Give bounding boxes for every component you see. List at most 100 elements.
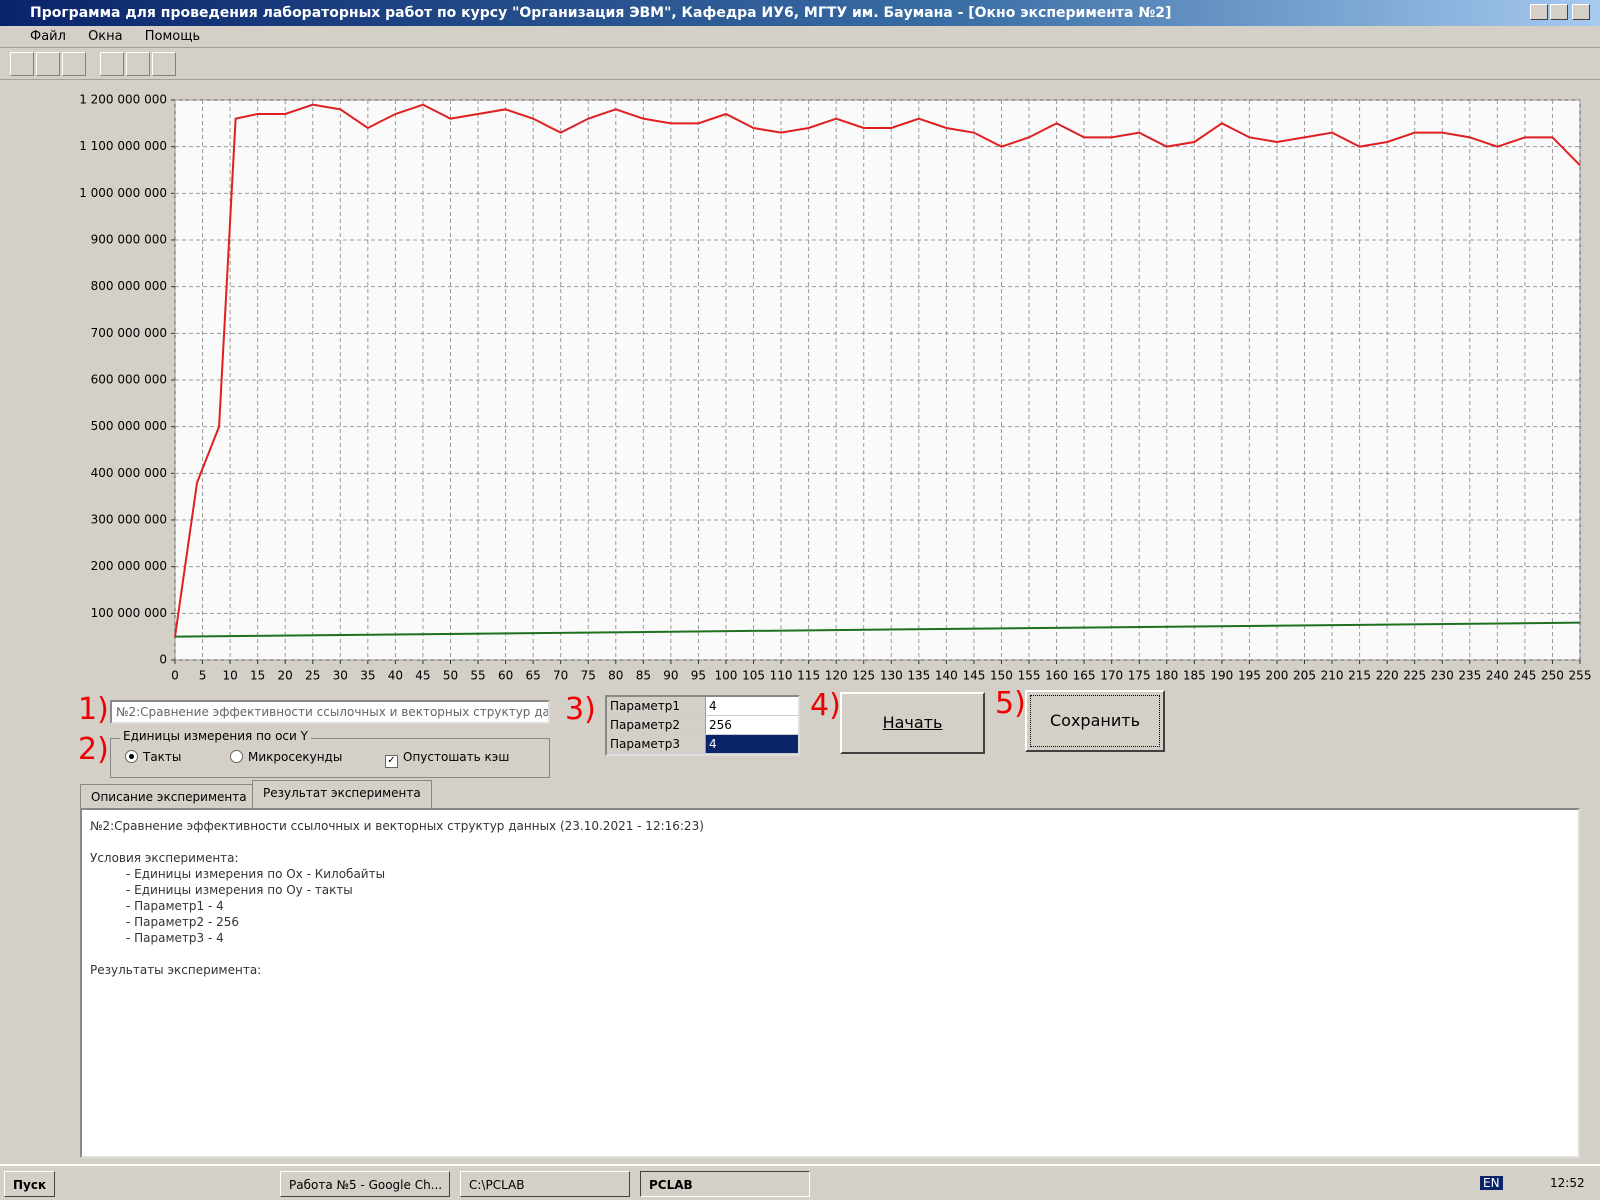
y-tick-label: 0 (159, 653, 167, 667)
window-title: Программа для проведения лабораторных ра… (30, 5, 1172, 21)
x-tick-label: 225 (1403, 669, 1426, 683)
x-tick-label: 70 (553, 669, 568, 683)
tile-h-button[interactable] (126, 52, 150, 76)
x-tick-label: 230 (1431, 669, 1454, 683)
checkbox-label: Опустошать кэш (403, 750, 510, 764)
save-button[interactable]: Сохранить (1025, 690, 1165, 752)
x-tick-label: 50 (443, 669, 458, 683)
y-tick-label: 400 000 000 (91, 466, 167, 480)
param-name: Параметр3 (607, 735, 706, 753)
x-tick-label: 195 (1238, 669, 1261, 683)
y-tick-label: 600 000 000 (91, 373, 167, 387)
cascade-button[interactable] (100, 52, 124, 76)
x-tick-label: 245 (1513, 669, 1536, 683)
title-bar: Программа для проведения лабораторных ра… (0, 0, 1600, 26)
x-tick-label: 240 (1486, 669, 1509, 683)
task-button-active[interactable]: PCLAB (640, 1171, 810, 1197)
x-tick-label: 80 (608, 669, 623, 683)
param-value[interactable]: 4 (706, 735, 798, 753)
x-tick-label: 135 (907, 669, 930, 683)
x-tick-label: 35 (360, 669, 375, 683)
save-icon-button[interactable] (62, 52, 86, 76)
experiment-combo[interactable]: №2:Сравнение эффективности ссылочных и в… (110, 700, 550, 724)
group-label: Единицы измерения по оси Y (120, 729, 311, 743)
y-tick-label: 300 000 000 (91, 513, 167, 527)
start-button[interactable]: Начать (840, 692, 985, 754)
units-group (110, 738, 550, 778)
x-tick-label: 25 (305, 669, 320, 683)
x-tick-label: 150 (990, 669, 1013, 683)
tab-active[interactable]: Результат эксперимента (252, 780, 432, 808)
task-button[interactable]: C:\PCLAB (460, 1171, 630, 1197)
clock: 12:52 (1550, 1176, 1585, 1190)
x-tick-label: 45 (415, 669, 430, 683)
param-row: Параметр3 4 (607, 735, 798, 754)
x-tick-label: 85 (636, 669, 651, 683)
x-tick-label: 55 (470, 669, 485, 683)
x-tick-label: 20 (278, 669, 293, 683)
x-tick-label: 160 (1045, 669, 1068, 683)
x-tick-label: 250 (1541, 669, 1564, 683)
y-tick-label: 800 000 000 (91, 279, 167, 293)
x-tick-label: 215 (1348, 669, 1371, 683)
x-tick-label: 130 (880, 669, 903, 683)
x-tick-label: 105 (742, 669, 765, 683)
start-menu[interactable]: Пуск (4, 1171, 56, 1197)
close-button[interactable] (1572, 4, 1590, 20)
menu-item[interactable]: Помощь (144, 29, 201, 44)
tile-v-button[interactable] (152, 52, 176, 76)
taskbar: Пуск Работа №5 - Google Ch... C:\PCLAB P… (0, 1164, 1600, 1200)
y-tick-label: 200 000 000 (91, 559, 167, 573)
x-tick-label: 10 (222, 669, 237, 683)
x-tick-label: 185 (1183, 669, 1206, 683)
task-button[interactable]: Работа №5 - Google Ch... (280, 1171, 450, 1197)
x-tick-label: 155 (1018, 669, 1041, 683)
open-button[interactable] (36, 52, 60, 76)
maximize-button[interactable] (1550, 4, 1568, 20)
menu-bar: Файл Окна Помощь (0, 26, 1600, 48)
text-line: №2:Сравнение эффективности ссылочных и в… (90, 819, 704, 833)
annotation: 1) (78, 692, 109, 727)
text-line: Результаты эксперимента: (90, 963, 262, 977)
minimize-button[interactable] (1530, 4, 1548, 20)
y-tick-label: 1 100 000 000 (79, 139, 167, 153)
x-tick-label: 115 (797, 669, 820, 683)
param-value[interactable]: 256 (709, 718, 732, 732)
menu-item[interactable]: Окна (88, 29, 123, 44)
text-line: - Параметр3 - 4 (126, 931, 224, 945)
checkbox-flush[interactable]: ✓ Опустошать кэш (385, 750, 509, 768)
x-tick-label: 200 (1266, 669, 1289, 683)
annotation: 4) (810, 688, 841, 723)
checkbox: ✓ (385, 755, 398, 768)
radio-ticks[interactable]: Такты (125, 750, 181, 764)
y-tick-label: 1 000 000 000 (79, 186, 167, 200)
param-name: Параметр1 (607, 697, 706, 715)
x-tick-label: 210 (1321, 669, 1344, 683)
x-tick-label: 90 (663, 669, 678, 683)
x-tick-label: 120 (825, 669, 848, 683)
menu-item[interactable]: Файл (30, 29, 66, 44)
x-tick-label: 255 (1569, 669, 1592, 683)
series-line (174, 103, 1581, 637)
x-tick-label: 170 (1100, 669, 1123, 683)
param-value[interactable]: 4 (709, 699, 717, 713)
x-tick-label: 65 (525, 669, 540, 683)
annotation: 5) (995, 686, 1026, 721)
param-row: Параметр1 4 (607, 697, 798, 716)
y-tick-label: 700 000 000 (91, 326, 167, 340)
radio (230, 750, 243, 763)
radio-us[interactable]: Микросекунды (230, 750, 342, 764)
tab[interactable]: Описание эксперимента (80, 784, 258, 808)
x-tick-label: 180 (1155, 669, 1178, 683)
x-tick-label: 0 (171, 669, 179, 683)
y-tick-label: 900 000 000 (91, 233, 167, 247)
x-tick-label: 125 (852, 669, 875, 683)
y-tick-label: 500 000 000 (91, 419, 167, 433)
text-line: Условия эксперимента: (90, 851, 239, 865)
text-line: - Параметр2 - 256 (126, 915, 240, 929)
lang-indicator[interactable]: EN (1480, 1176, 1503, 1190)
x-tick-label: 220 (1376, 669, 1399, 683)
new-button[interactable] (10, 52, 34, 76)
